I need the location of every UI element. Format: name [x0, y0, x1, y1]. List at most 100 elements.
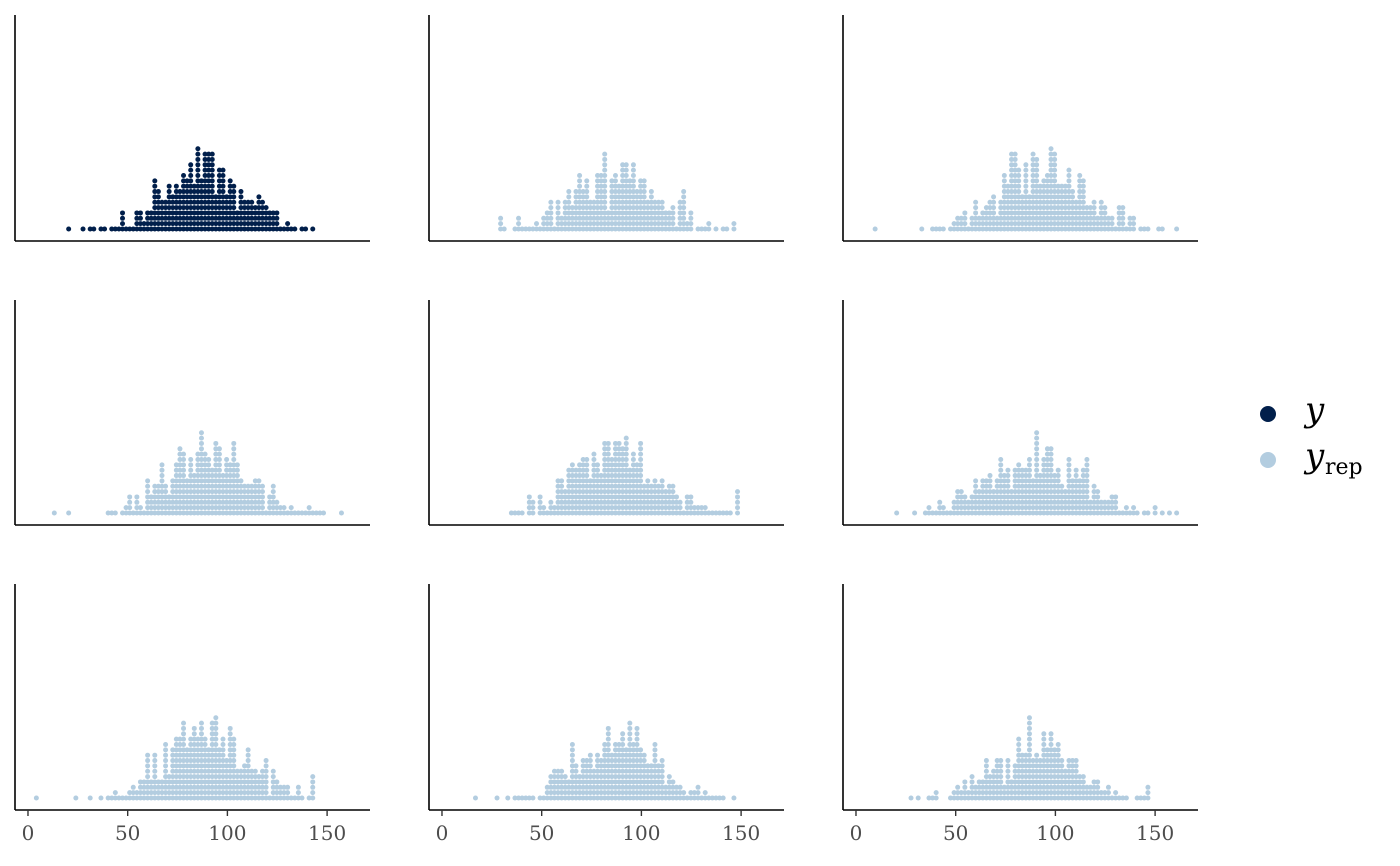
data-dot [1080, 499, 1086, 505]
data-dot [627, 790, 633, 796]
data-dot [1087, 510, 1093, 516]
data-dot [983, 795, 989, 801]
data-dot [1062, 226, 1068, 232]
data-dot [587, 752, 593, 758]
data-dot [1052, 199, 1058, 205]
data-dot [1066, 178, 1072, 184]
data-dot [648, 494, 654, 500]
data-dot [1009, 226, 1015, 232]
data-dot [670, 505, 676, 511]
data-dot [163, 215, 169, 221]
data-dot [962, 510, 968, 516]
data-dot [181, 457, 187, 462]
data-dot [1084, 790, 1090, 796]
data-dot [620, 446, 626, 452]
data-dot [1016, 205, 1022, 211]
data-dot [951, 226, 957, 232]
data-dot [641, 178, 647, 184]
data-dot [148, 790, 154, 796]
data-dot [155, 194, 161, 200]
data-dot [1091, 790, 1097, 796]
data-dot [173, 494, 179, 500]
data-dot [548, 221, 554, 227]
data-dot [602, 162, 608, 168]
data-dot [580, 478, 586, 484]
data-dot [609, 790, 615, 796]
data-dot [252, 499, 258, 505]
data-dot [595, 784, 601, 790]
data-dot [181, 478, 187, 484]
data-dot [555, 790, 561, 796]
data-dot [1012, 199, 1018, 205]
data-dot [1062, 189, 1068, 195]
data-dot [224, 205, 230, 211]
data-dot [648, 499, 654, 505]
data-dot [184, 784, 190, 790]
data-dot [1048, 505, 1054, 511]
data-dot [998, 221, 1004, 227]
data-dot [288, 795, 294, 801]
data-dot [1030, 790, 1036, 796]
data-dot [1109, 499, 1115, 505]
data-dot [1041, 215, 1047, 221]
data-dot [202, 226, 208, 232]
data-dot [1073, 205, 1079, 211]
data-dot [220, 768, 226, 774]
data-dot [1134, 795, 1140, 801]
data-dot [288, 510, 294, 516]
data-dot [584, 205, 590, 211]
data-dot [994, 226, 1000, 232]
data-dot [976, 499, 982, 505]
data-dot [602, 758, 608, 764]
data-dot [1077, 215, 1083, 221]
data-dot [976, 795, 982, 801]
data-dot [1001, 173, 1007, 178]
data-dot [152, 183, 158, 189]
data-dot [1001, 199, 1007, 205]
data-dot [292, 510, 298, 516]
data-dot [530, 510, 536, 516]
data-dot [1026, 478, 1032, 484]
data-dot [638, 473, 644, 479]
data-dot [634, 189, 640, 195]
data-dot [512, 510, 518, 516]
data-dot [181, 758, 187, 764]
data-dot [1055, 494, 1061, 500]
data-dot [627, 489, 633, 495]
data-dot [559, 768, 565, 774]
data-dot [472, 795, 478, 801]
data-dot [1080, 205, 1086, 211]
data-dot [602, 457, 608, 462]
data-dot [206, 183, 212, 189]
data-dot [987, 784, 993, 790]
data-dot [591, 199, 597, 205]
data-dot [612, 226, 618, 232]
data-dot [926, 505, 932, 511]
data-dot [216, 478, 222, 484]
data-dot [274, 226, 280, 232]
data-dot [1044, 199, 1050, 205]
data-dot [1116, 205, 1122, 211]
data-dot [634, 199, 640, 205]
data-dot [630, 790, 636, 796]
data-dot [638, 178, 644, 184]
data-dot [184, 494, 190, 500]
data-dot [220, 215, 226, 221]
data-dot [573, 221, 579, 227]
data-dot [641, 210, 647, 216]
data-dot [1009, 194, 1015, 200]
data-dot [983, 774, 989, 780]
data-dot [173, 790, 179, 796]
data-dot [267, 210, 273, 216]
data-dot [181, 499, 187, 505]
data-dot [1070, 779, 1076, 785]
data-dot [652, 774, 658, 780]
data-dot [1066, 173, 1072, 178]
data-dot [1066, 758, 1072, 764]
data-dot [202, 156, 208, 162]
data-dot [188, 226, 194, 232]
data-dot [641, 199, 647, 205]
data-dot [544, 210, 550, 216]
data-dot [227, 742, 233, 747]
data-dot [306, 505, 312, 511]
